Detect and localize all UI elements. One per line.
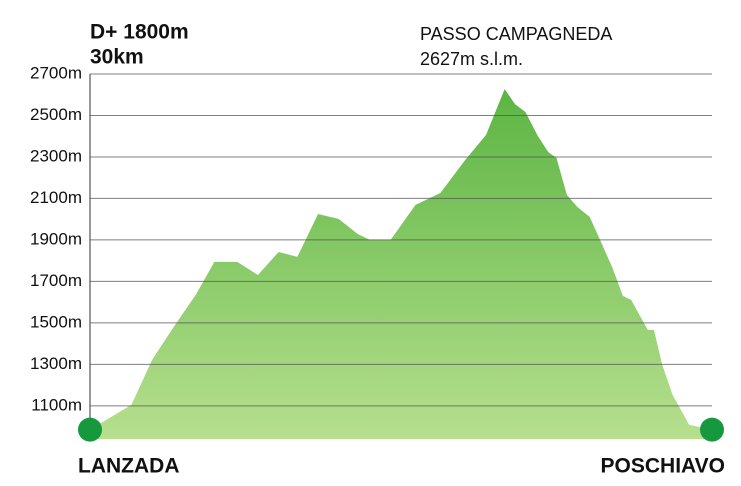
- peak-elevation: 2627m s.l.m.: [420, 49, 523, 69]
- y-tick-label: 2700m: [30, 63, 82, 82]
- stat: 30km: [90, 46, 144, 69]
- y-tick-label: 1500m: [30, 312, 82, 331]
- endpoint-marker: [700, 417, 724, 442]
- y-tick-label: 2500m: [30, 105, 82, 124]
- y-tick-label: 2100m: [30, 188, 82, 207]
- end-label: POSCHIAVO: [601, 455, 725, 478]
- elevation-area: [90, 89, 712, 439]
- start-label: LANZADA: [78, 455, 179, 478]
- y-tick-label: 1100m: [31, 395, 82, 414]
- y-tick-label: 1900m: [30, 229, 82, 248]
- y-tick-label: 2300m: [30, 146, 82, 165]
- endpoint-marker: [78, 417, 102, 442]
- stat: D+ 1800m: [90, 21, 189, 44]
- y-tick-label: 1700m: [30, 271, 82, 290]
- y-tick-label: 1300m: [30, 354, 82, 373]
- peak-name: PASSO CAMPAGNEDA: [420, 24, 612, 44]
